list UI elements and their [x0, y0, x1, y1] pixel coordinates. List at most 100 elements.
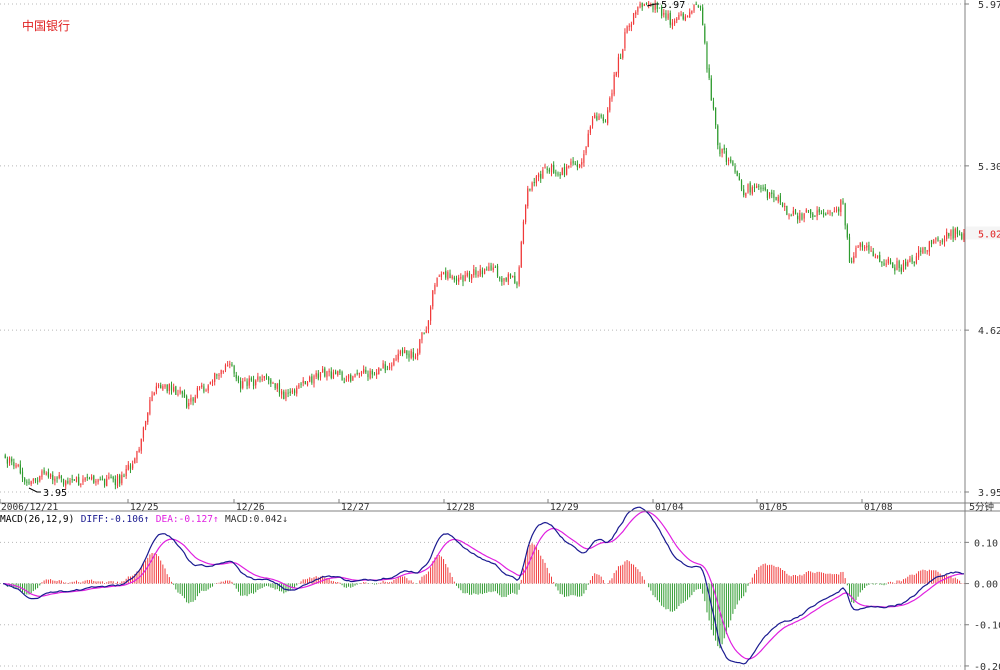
- candle-body: [306, 382, 309, 386]
- x-tick-label: 12/26: [236, 502, 265, 513]
- candle-body: [380, 368, 382, 370]
- candle-body: [514, 275, 516, 284]
- candle-body: [751, 187, 753, 194]
- x-tick-label: 12/28: [446, 502, 475, 513]
- candle-body: [119, 475, 121, 484]
- candle-body: [790, 215, 792, 217]
- candle-body: [367, 373, 369, 378]
- candle-body: [17, 464, 19, 466]
- candle-body: [725, 151, 728, 162]
- high-marker-line: [647, 3, 660, 7]
- candle-body: [88, 478, 91, 480]
- candle-body: [281, 391, 283, 395]
- candle-body: [892, 262, 894, 268]
- candle-body: [237, 377, 240, 382]
- candle-body: [157, 384, 160, 387]
- candle-body: [347, 374, 350, 379]
- candle-body: [822, 213, 825, 215]
- candle-body: [872, 251, 874, 257]
- candle-body: [954, 228, 956, 238]
- candle-body: [639, 4, 641, 8]
- candle-body: [857, 246, 859, 248]
- candle-body: [866, 245, 868, 248]
- candle-body: [475, 270, 477, 275]
- candle-body: [242, 381, 244, 388]
- candle-body: [103, 478, 106, 486]
- candle-body: [684, 16, 686, 21]
- candle-body: [486, 269, 488, 271]
- candle-body: [611, 93, 613, 99]
- candle-body: [889, 259, 892, 264]
- candle-body: [827, 212, 829, 215]
- x-tick-label: 01/05: [759, 502, 788, 513]
- candle-body: [408, 353, 410, 358]
- candle-body: [738, 176, 740, 181]
- candle-body: [395, 358, 397, 360]
- candle-body: [358, 373, 360, 375]
- candle-body: [658, 7, 661, 9]
- candle-body: [296, 387, 298, 394]
- y-tick-label: 3.95: [978, 488, 1000, 499]
- candle-body: [844, 203, 846, 226]
- candle-body: [147, 412, 149, 423]
- candle-body: [712, 101, 715, 109]
- candle-body: [101, 478, 104, 480]
- candle-body: [404, 349, 406, 353]
- candle-body: [604, 121, 607, 123]
- candle-body: [257, 376, 259, 380]
- candle-body: [557, 173, 559, 175]
- candle-body: [255, 380, 257, 386]
- candle-body: [177, 393, 179, 395]
- candle-body: [345, 379, 347, 381]
- candle-body: [365, 369, 367, 373]
- candle-body: [505, 277, 507, 281]
- candle-body: [129, 465, 132, 470]
- candle-body: [123, 475, 125, 478]
- candle-body: [805, 209, 807, 213]
- candle-body: [289, 391, 291, 393]
- candle-body: [127, 464, 129, 470]
- candle-body: [697, 5, 699, 7]
- candle-body: [324, 368, 326, 377]
- candle-body: [548, 169, 550, 172]
- labels: 中国银行 5.97 3.95 5.02 MACD(26,12,9) DIFF:-0.106…: [0, 0, 1000, 525]
- candle-body: [32, 479, 34, 481]
- candle-body: [669, 13, 671, 25]
- candle-body: [926, 250, 928, 252]
- candle-body: [661, 7, 663, 16]
- candle-body: [520, 242, 522, 268]
- candle-body: [188, 403, 190, 407]
- candle-body: [937, 237, 939, 242]
- candle-body: [80, 483, 82, 485]
- candle-body: [52, 475, 54, 481]
- diff-line: [2, 506, 964, 665]
- x-tick-label: 2006/12/21: [1, 502, 58, 513]
- candle-body: [555, 172, 557, 174]
- candle-body: [792, 210, 794, 215]
- candle-body: [512, 275, 514, 278]
- candle-body: [194, 397, 196, 403]
- candle-body: [840, 199, 842, 213]
- candle-body: [781, 203, 784, 207]
- y-tick-label: 5.30: [978, 162, 1000, 173]
- candle-body: [108, 476, 110, 479]
- candle-body: [460, 277, 462, 279]
- last-price-label: 5.02: [978, 230, 1000, 241]
- candle-body: [775, 197, 777, 201]
- candle-body: [417, 352, 419, 357]
- candle-body: [494, 266, 496, 268]
- candle-body: [870, 250, 872, 252]
- candle-body: [853, 256, 855, 263]
- candle-body: [628, 25, 630, 27]
- candle-body: [149, 399, 151, 414]
- candle-body: [490, 265, 492, 271]
- candle-body: [544, 167, 546, 169]
- stock-name-title: 中国银行: [22, 18, 70, 33]
- candle-body: [95, 480, 97, 483]
- candle-body: [259, 377, 261, 379]
- candle-body: [963, 233, 965, 240]
- candle-body: [753, 186, 756, 189]
- candle-body: [438, 275, 440, 277]
